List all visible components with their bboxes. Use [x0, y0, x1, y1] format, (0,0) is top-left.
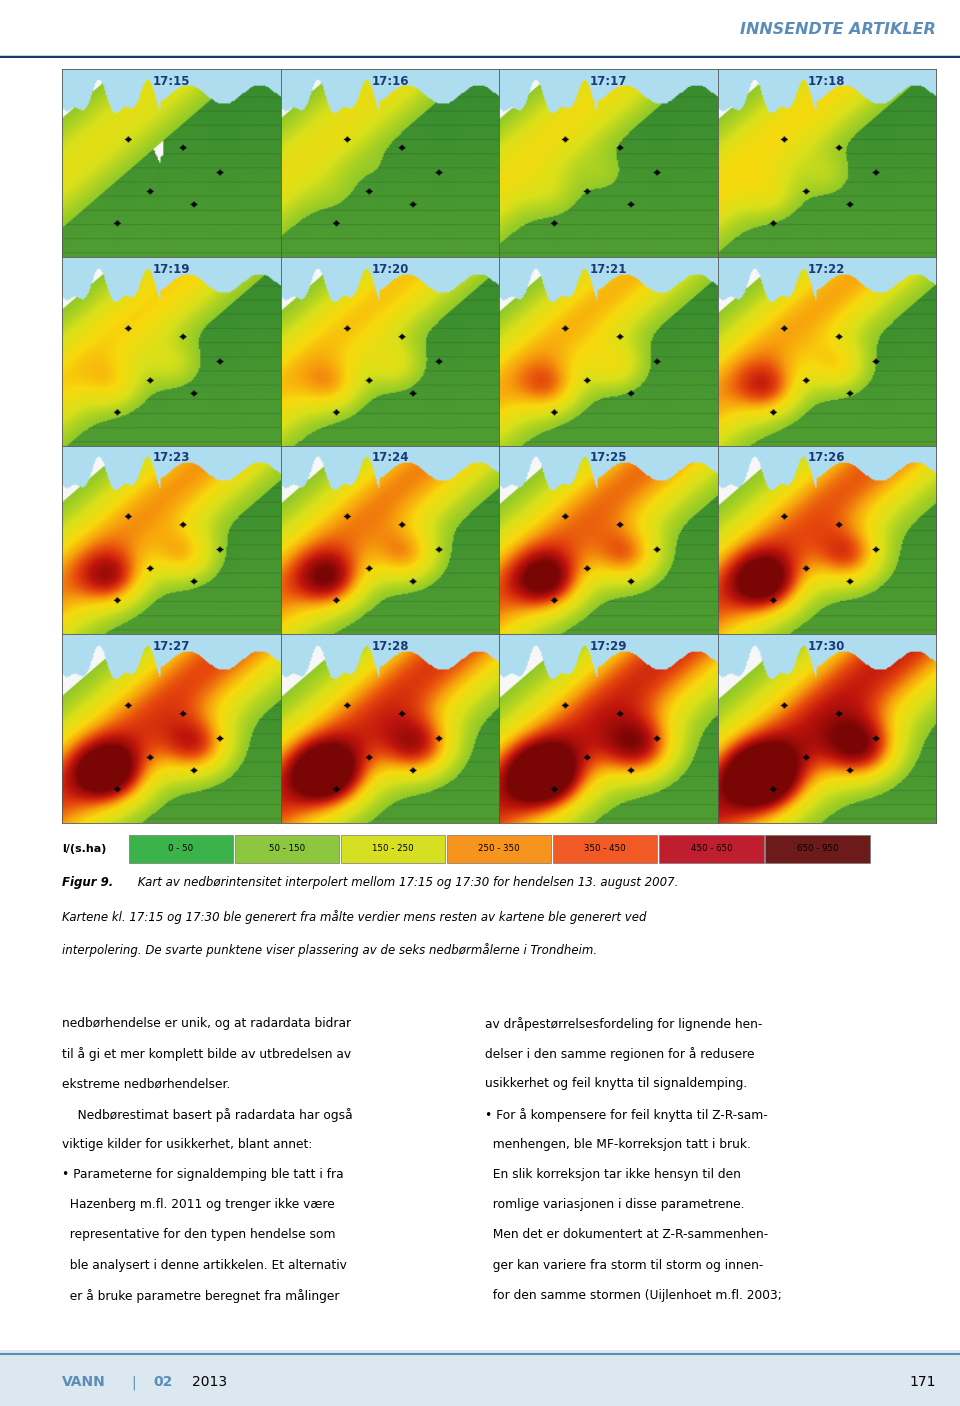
Text: 17:25: 17:25	[589, 451, 627, 464]
Text: 17:21: 17:21	[589, 263, 627, 276]
Text: 02: 02	[154, 1375, 173, 1389]
Text: • For å kompensere for feil knytta til Z-R-sam-: • For å kompensere for feil knytta til Z…	[485, 1108, 768, 1122]
Text: ger kan variere fra storm til storm og innen-: ger kan variere fra storm til storm og i…	[485, 1258, 763, 1271]
Text: 17:15: 17:15	[153, 75, 190, 87]
Text: 17:16: 17:16	[372, 75, 409, 87]
Text: er å bruke parametre beregnet fra målinger: er å bruke parametre beregnet fra måling…	[62, 1289, 340, 1303]
Text: nedbørhendelse er unik, og at radardata bidrar: nedbørhendelse er unik, og at radardata …	[62, 1017, 351, 1031]
Text: 2013: 2013	[192, 1375, 228, 1389]
Bar	[447, 835, 551, 863]
Text: ble analysert i denne artikkelen. Et alternativ: ble analysert i denne artikkelen. Et alt…	[62, 1258, 348, 1271]
Text: ekstreme nedbørhendelser.: ekstreme nedbørhendelser.	[62, 1077, 230, 1091]
Text: 17:20: 17:20	[372, 263, 409, 276]
Text: 17:18: 17:18	[808, 75, 846, 87]
Text: Kart av nedbørintensitet interpolert mellom 17:15 og 17:30 for hendelsen 13. aug: Kart av nedbørintensitet interpolert mel…	[134, 876, 679, 889]
Text: VANN: VANN	[62, 1375, 107, 1389]
Text: 17:28: 17:28	[372, 640, 409, 652]
Text: 0 - 50: 0 - 50	[168, 844, 194, 853]
Text: menhengen, ble MF-korreksjon tatt i bruk.: menhengen, ble MF-korreksjon tatt i bruk…	[485, 1137, 751, 1150]
Text: l/(s.ha): l/(s.ha)	[62, 844, 107, 855]
Text: for den samme stormen (Uijlenhoet m.fl. 2003;: for den samme stormen (Uijlenhoet m.fl. …	[485, 1289, 781, 1302]
Text: til å gi et mer komplett bilde av utbredelsen av: til å gi et mer komplett bilde av utbred…	[62, 1047, 351, 1062]
Text: Hazenberg m.fl. 2011 og trenger ikke være: Hazenberg m.fl. 2011 og trenger ikke vær…	[62, 1198, 335, 1211]
Text: En slik korreksjon tar ikke hensyn til den: En slik korreksjon tar ikke hensyn til d…	[485, 1168, 741, 1181]
Text: 17:17: 17:17	[589, 75, 627, 87]
Text: Kartene kl. 17:15 og 17:30 ble generert fra målte verdier mens resten av kartene: Kartene kl. 17:15 og 17:30 ble generert …	[62, 910, 647, 924]
Text: 17:23: 17:23	[153, 451, 190, 464]
Text: 17:30: 17:30	[808, 640, 846, 652]
Bar	[341, 835, 445, 863]
Text: usikkerhet og feil knytta til signaldemping.: usikkerhet og feil knytta til signaldemp…	[485, 1077, 747, 1091]
Text: 350 - 450: 350 - 450	[585, 844, 626, 853]
Bar	[553, 835, 658, 863]
Text: romlige variasjonen i disse parametrene.: romlige variasjonen i disse parametrene.	[485, 1198, 744, 1211]
Text: |: |	[132, 1375, 136, 1389]
Text: 650 - 950: 650 - 950	[797, 844, 838, 853]
Bar	[235, 835, 339, 863]
Text: 171: 171	[909, 1375, 936, 1389]
Text: 17:19: 17:19	[153, 263, 190, 276]
Text: Nedbørestimat basert på radardata har også: Nedbørestimat basert på radardata har og…	[62, 1108, 353, 1122]
Text: 17:22: 17:22	[808, 263, 846, 276]
Text: interpolering. De svarte punktene viser plassering av de seks nedbørmålerne i Tr: interpolering. De svarte punktene viser …	[62, 943, 597, 957]
Text: av dråpestørrelsesfordeling for lignende hen-: av dråpestørrelsesfordeling for lignende…	[485, 1017, 762, 1031]
Text: Figur 9.: Figur 9.	[62, 876, 113, 889]
Text: 17:27: 17:27	[153, 640, 190, 652]
Text: 17:29: 17:29	[589, 640, 627, 652]
Text: 17:24: 17:24	[372, 451, 409, 464]
Text: viktige kilder for usikkerhet, blant annet:: viktige kilder for usikkerhet, blant ann…	[62, 1137, 313, 1150]
Text: • Parameterne for signaldemping ble tatt i fra: • Parameterne for signaldemping ble tatt…	[62, 1168, 344, 1181]
Bar	[129, 835, 233, 863]
Text: INNSENDTE ARTIKLER: INNSENDTE ARTIKLER	[740, 22, 936, 37]
Text: Men det er dokumentert at Z-R-sammenhen-: Men det er dokumentert at Z-R-sammenhen-	[485, 1229, 768, 1241]
Text: 150 - 250: 150 - 250	[372, 844, 414, 853]
Text: delser i den samme regionen for å redusere: delser i den samme regionen for å reduse…	[485, 1047, 755, 1062]
Bar	[765, 835, 870, 863]
Text: 450 - 650: 450 - 650	[690, 844, 732, 853]
Bar	[660, 835, 763, 863]
Text: representative for den typen hendelse som: representative for den typen hendelse so…	[62, 1229, 336, 1241]
Text: 17:26: 17:26	[808, 451, 846, 464]
Text: 250 - 350: 250 - 350	[478, 844, 520, 853]
Text: 50 - 150: 50 - 150	[269, 844, 305, 853]
